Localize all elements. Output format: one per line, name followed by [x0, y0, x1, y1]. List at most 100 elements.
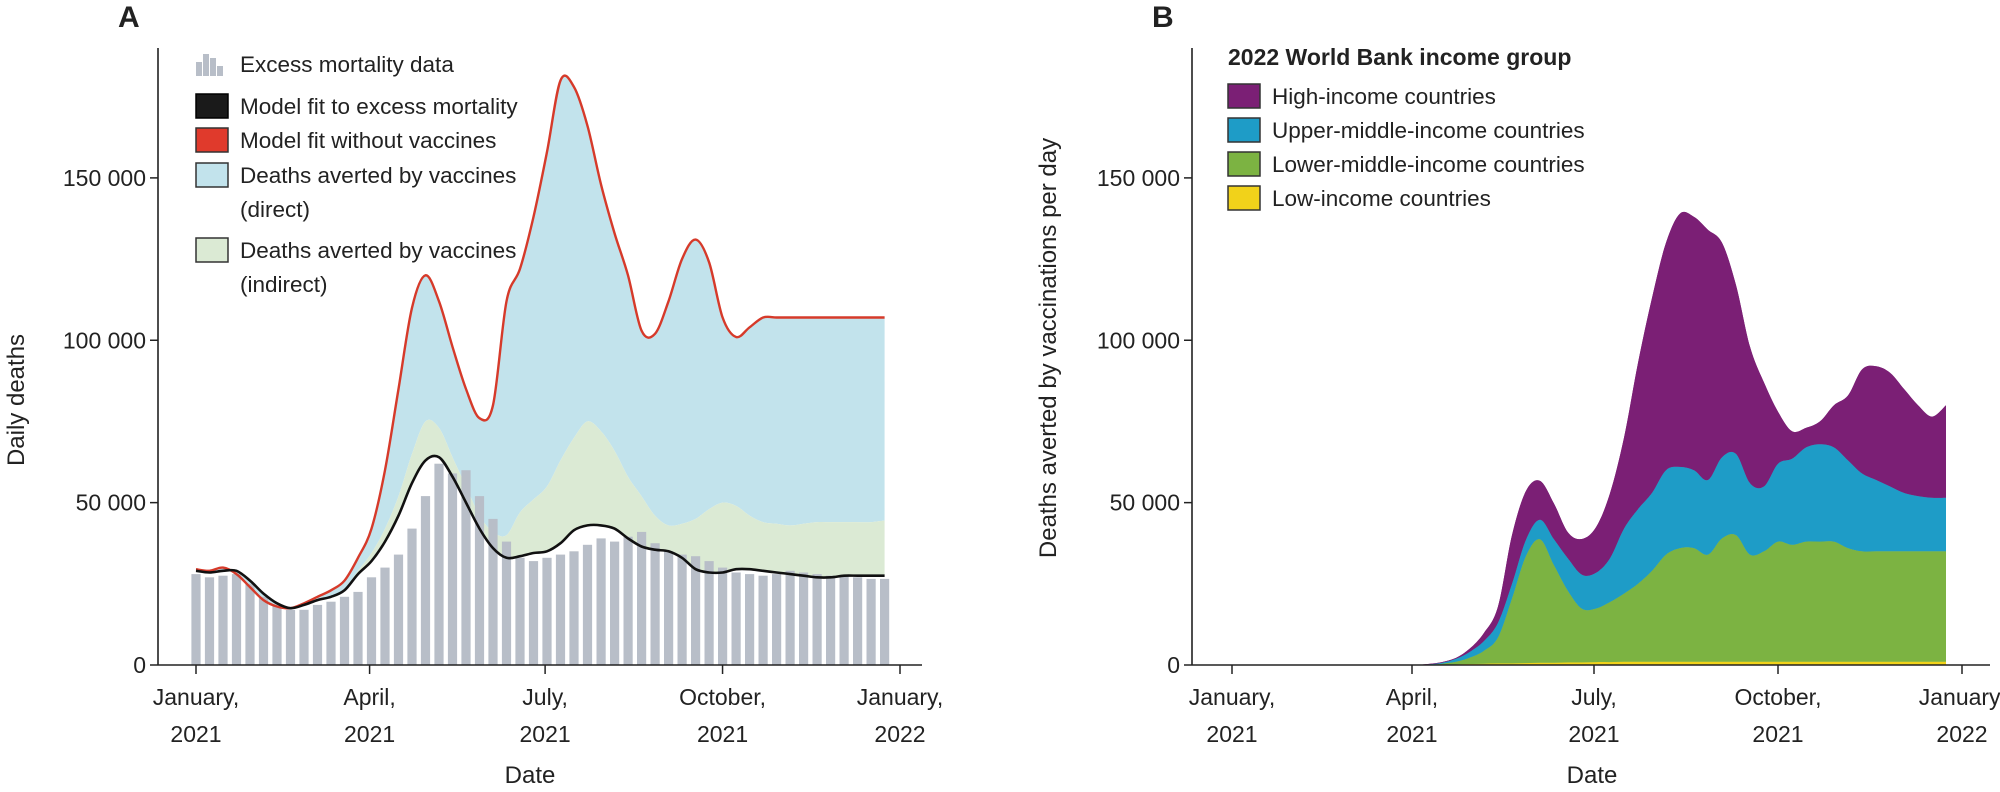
excess-mortality-bar [245, 583, 255, 665]
panel-letter-a: A [118, 1, 140, 34]
legend-swatch-bars [196, 54, 223, 76]
excess-mortality-bar [853, 577, 863, 665]
excess-mortality-bar [272, 606, 282, 665]
excess-mortality-bar [366, 577, 377, 665]
excess-mortality-bar [704, 561, 714, 665]
excess-mortality-bar [880, 578, 890, 665]
y-tick-label: 100 000 [1097, 327, 1180, 353]
legend-label: (direct) [240, 197, 310, 222]
excess-mortality-bar [623, 536, 633, 665]
y-tick-label: 0 [133, 652, 146, 678]
excess-mortality-bar [582, 544, 593, 665]
x-tick-label: July, [1571, 684, 1617, 710]
x-tick-label: 2022 [1936, 721, 1987, 747]
area-deaths-averted-direct [196, 75, 885, 609]
excess-mortality-bar [596, 538, 606, 665]
y-axis-title-b: Deaths averted by vaccinations per day [1035, 138, 1062, 558]
excess-mortality-bar [420, 496, 431, 665]
legend-label: High-income countries [1272, 84, 1496, 109]
excess-mortality-bar [393, 554, 404, 665]
x-tick-label: January, [153, 684, 240, 710]
x-tick-label: 2021 [344, 721, 395, 747]
x-tick-label: 2021 [1206, 721, 1257, 747]
excess-mortality-bar [637, 531, 647, 665]
legend-swatch [1227, 185, 1261, 211]
legend-label: Lower-middle-income countries [1272, 152, 1585, 177]
excess-mortality-bar [218, 575, 228, 665]
legend-label: Model fit without vaccines [240, 128, 496, 153]
excess-mortality-bar [528, 561, 539, 665]
excess-mortality-bar [434, 463, 444, 665]
excess-mortality-bar [285, 609, 296, 665]
legend-a: Excess mortality data Model fit to excess… [195, 52, 518, 297]
x-tick-label: October, [679, 684, 766, 710]
x-tick-label: 2021 [1752, 721, 1803, 747]
excess-mortality-bar [691, 556, 701, 665]
legend-title: 2022 World Bank income group [1228, 44, 1571, 70]
excess-mortality-bar [839, 575, 849, 665]
excess-mortality-bar [204, 577, 215, 665]
excess-mortality-bar [461, 470, 471, 665]
area-lower-middle-income-countries-fill [1232, 533, 1946, 666]
x-tick-label: July, [522, 684, 568, 710]
y-tick-label: 150 000 [63, 165, 146, 191]
excess-mortality-bar [731, 572, 741, 665]
area-upper-middle-income-countries-fill [1232, 444, 1946, 666]
y-tick-label: 0 [1167, 652, 1180, 678]
panel-b-chart: 0 50 000 100 000 150 000 January, 2021 April, 2… [1035, 44, 2000, 789]
x-tick-label: January, [857, 684, 944, 710]
excess-mortality-bar [407, 528, 417, 665]
x-tick-label: January, [1189, 684, 1276, 710]
excess-mortality-bar [542, 557, 552, 665]
x-axis-title-a: Date [505, 762, 556, 789]
x-tick-label: 2022 [874, 721, 925, 747]
excess-mortality-bar [515, 557, 525, 665]
x-tick-label: 2021 [1568, 721, 1619, 747]
legend-swatch-blue [195, 162, 229, 188]
legend-label: Deaths averted by vaccines [240, 163, 516, 188]
excess-mortality-bar [569, 551, 579, 665]
excess-mortality-bar [826, 575, 836, 665]
legend-label: (indirect) [240, 272, 328, 297]
excess-mortality-bar [326, 601, 336, 665]
x-tick-label: 2021 [1386, 721, 1437, 747]
legend-label: Excess mortality data [240, 52, 454, 77]
legend-swatch [1227, 151, 1261, 177]
x-axis-title-b: Date [1567, 762, 1618, 789]
y-tick-label: 150 000 [1097, 165, 1180, 191]
x-tick-label: April, [1386, 684, 1438, 710]
legend-swatch-black [195, 93, 229, 119]
y-axis-title-a: Daily deaths [3, 334, 30, 466]
excess-mortality-bar [258, 596, 269, 665]
excess-mortality-bar [555, 554, 566, 665]
excess-mortality-bar [799, 572, 809, 665]
x-tick-label: April, [343, 684, 395, 710]
x-tick-label: January, [1919, 684, 2000, 710]
excess-mortality-bar [299, 609, 309, 665]
line-model-fit-excess-mortality [195, 454, 885, 610]
legend-swatch [1227, 83, 1261, 109]
legend-swatch-green [195, 237, 229, 263]
x-tick-label: 2021 [520, 721, 571, 747]
excess-mortality-bar [718, 567, 728, 665]
excess-mortality-bar [772, 574, 782, 665]
panel-a-chart: 0 50 000 100 000 150 000 January, 2021 April, 2… [3, 48, 943, 789]
legend-swatch-red [195, 127, 229, 153]
legend-label: Upper-middle-income countries [1272, 118, 1585, 143]
legend-label: Deaths averted by vaccines [240, 238, 516, 263]
x-tick-label: October, [1735, 684, 1822, 710]
y-tick-label: 100 000 [63, 327, 146, 353]
excess-mortality-bar [312, 604, 323, 665]
panel-letter-b: B [1152, 1, 1174, 34]
line-model-fit-without-vaccines [195, 74, 885, 610]
excess-mortality-bar [664, 551, 674, 665]
excess-mortality-bar [677, 554, 687, 665]
excess-mortality-bar [231, 574, 242, 665]
legend-label: Model fit to excess mortality [240, 94, 518, 119]
excess-mortality-bar [488, 518, 498, 665]
excess-mortality-bar [191, 574, 201, 665]
excess-mortality-bar [758, 575, 768, 665]
excess-mortality-bar [339, 596, 350, 665]
excess-mortality-bar [380, 567, 390, 665]
